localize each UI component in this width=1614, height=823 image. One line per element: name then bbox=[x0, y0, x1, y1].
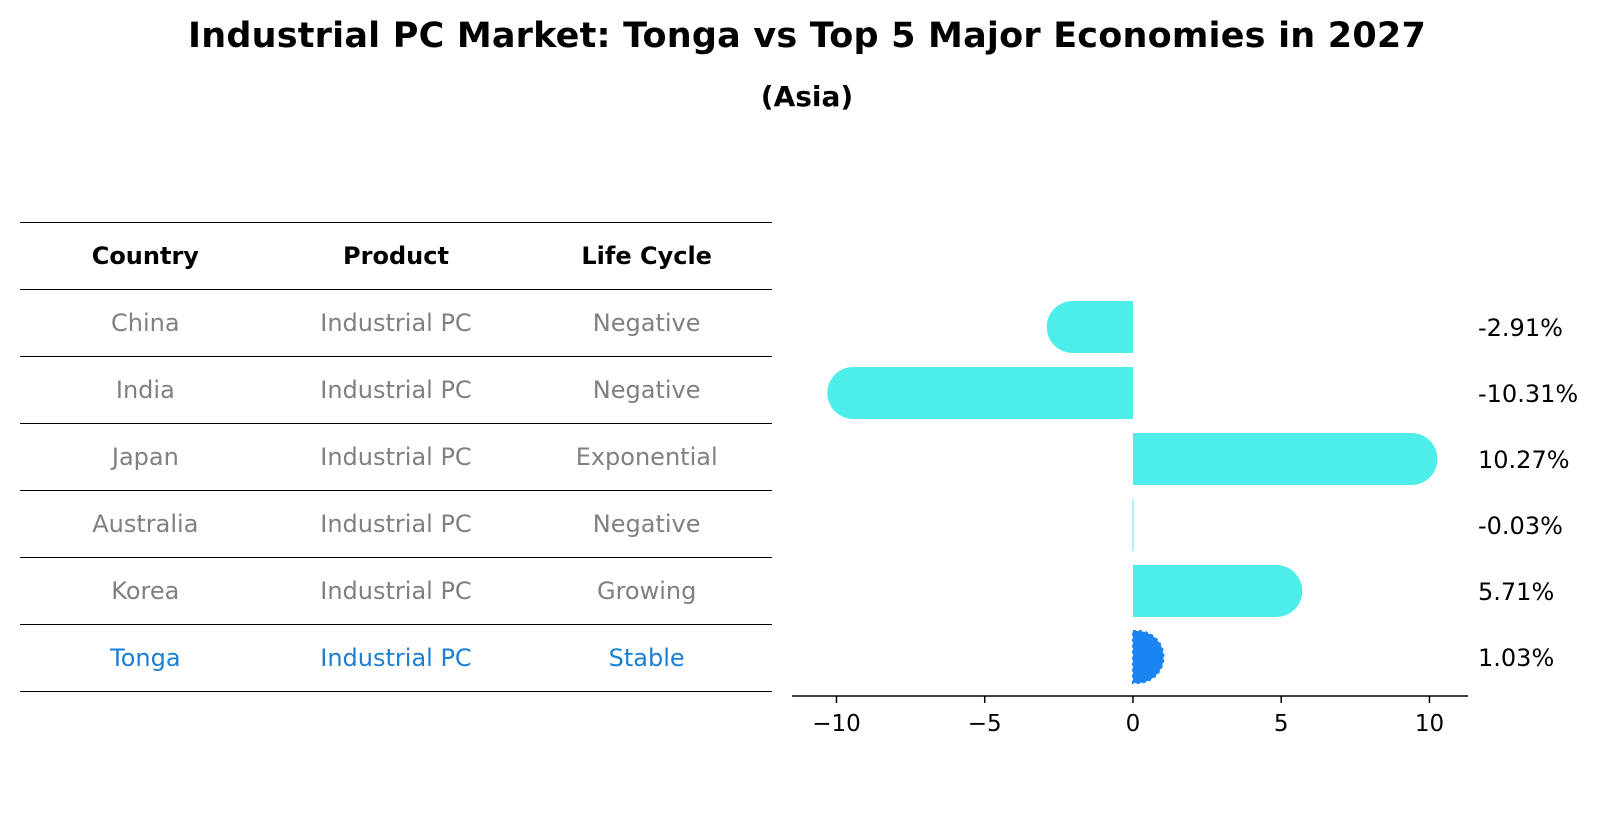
cell-product: Industrial PC bbox=[270, 356, 522, 424]
cell-product: Industrial PC bbox=[270, 557, 522, 625]
column-header-product: Product bbox=[270, 222, 522, 290]
chart-title: Industrial PC Market: Tonga vs Top 5 Maj… bbox=[187, 16, 1426, 56]
x-tick-label: 5 bbox=[1274, 711, 1289, 737]
value-label-group: -2.91% -10.31% 10.27% -0.03% 5.71% 1.03% bbox=[1478, 314, 1578, 672]
cell-product: Industrial PC bbox=[270, 423, 522, 491]
cell-country: Tonga bbox=[20, 624, 271, 692]
value-label-australia: -0.03% bbox=[1478, 512, 1563, 540]
bar-australia bbox=[1132, 499, 1134, 551]
table-row-highlighted: Tonga Industrial PC Stable bbox=[20, 624, 772, 692]
x-axis: −10 −5 0 5 10 bbox=[792, 695, 1468, 737]
value-label-china: -2.91% bbox=[1478, 314, 1563, 342]
value-label-korea: 5.71% bbox=[1478, 578, 1554, 606]
table-row: Japan Industrial PC Exponential bbox=[20, 423, 772, 491]
bar-tonga bbox=[1131, 630, 1165, 684]
life-cycle-table: Country Product Life Cycle China Industr… bbox=[20, 222, 772, 692]
cell-product: Industrial PC bbox=[270, 624, 522, 692]
cell-country: Australia bbox=[20, 490, 271, 558]
value-label-japan: 10.27% bbox=[1478, 446, 1570, 474]
cell-product: Industrial PC bbox=[270, 490, 522, 558]
cell-life-cycle: Stable bbox=[521, 624, 772, 692]
table-row: China Industrial PC Negative bbox=[20, 289, 772, 357]
table-row: Korea Industrial PC Growing bbox=[20, 557, 772, 625]
x-tick-label: 0 bbox=[1126, 711, 1141, 737]
cell-country: India bbox=[20, 356, 271, 424]
column-header-country: Country bbox=[20, 222, 271, 290]
bar-india bbox=[827, 367, 1133, 419]
cell-country: Korea bbox=[20, 557, 271, 625]
cell-life-cycle: Negative bbox=[521, 490, 772, 558]
table-row: Australia Industrial PC Negative bbox=[20, 490, 772, 558]
bar-group bbox=[827, 301, 1438, 684]
bar-korea bbox=[1132, 565, 1303, 617]
value-label-india: -10.31% bbox=[1478, 380, 1578, 408]
cell-life-cycle: Growing bbox=[521, 557, 772, 625]
value-label-tonga: 1.03% bbox=[1478, 644, 1554, 672]
bar-china bbox=[1046, 301, 1133, 353]
table-header-row: Country Product Life Cycle bbox=[20, 222, 772, 290]
bar-japan bbox=[1132, 433, 1438, 485]
x-tick-label: −5 bbox=[968, 711, 1002, 737]
cell-life-cycle: Exponential bbox=[521, 423, 772, 491]
cell-product: Industrial PC bbox=[270, 289, 522, 357]
cell-country: Japan bbox=[20, 423, 271, 491]
column-header-life-cycle: Life Cycle bbox=[521, 222, 772, 290]
cell-life-cycle: Negative bbox=[521, 356, 772, 424]
cell-country: China bbox=[20, 289, 271, 357]
chart-subtitle: (Asia) bbox=[760, 80, 854, 113]
x-tick-label: −10 bbox=[812, 711, 861, 737]
table-row: India Industrial PC Negative bbox=[20, 356, 772, 424]
x-tick-label: 10 bbox=[1415, 711, 1444, 737]
cell-life-cycle: Negative bbox=[521, 289, 772, 357]
